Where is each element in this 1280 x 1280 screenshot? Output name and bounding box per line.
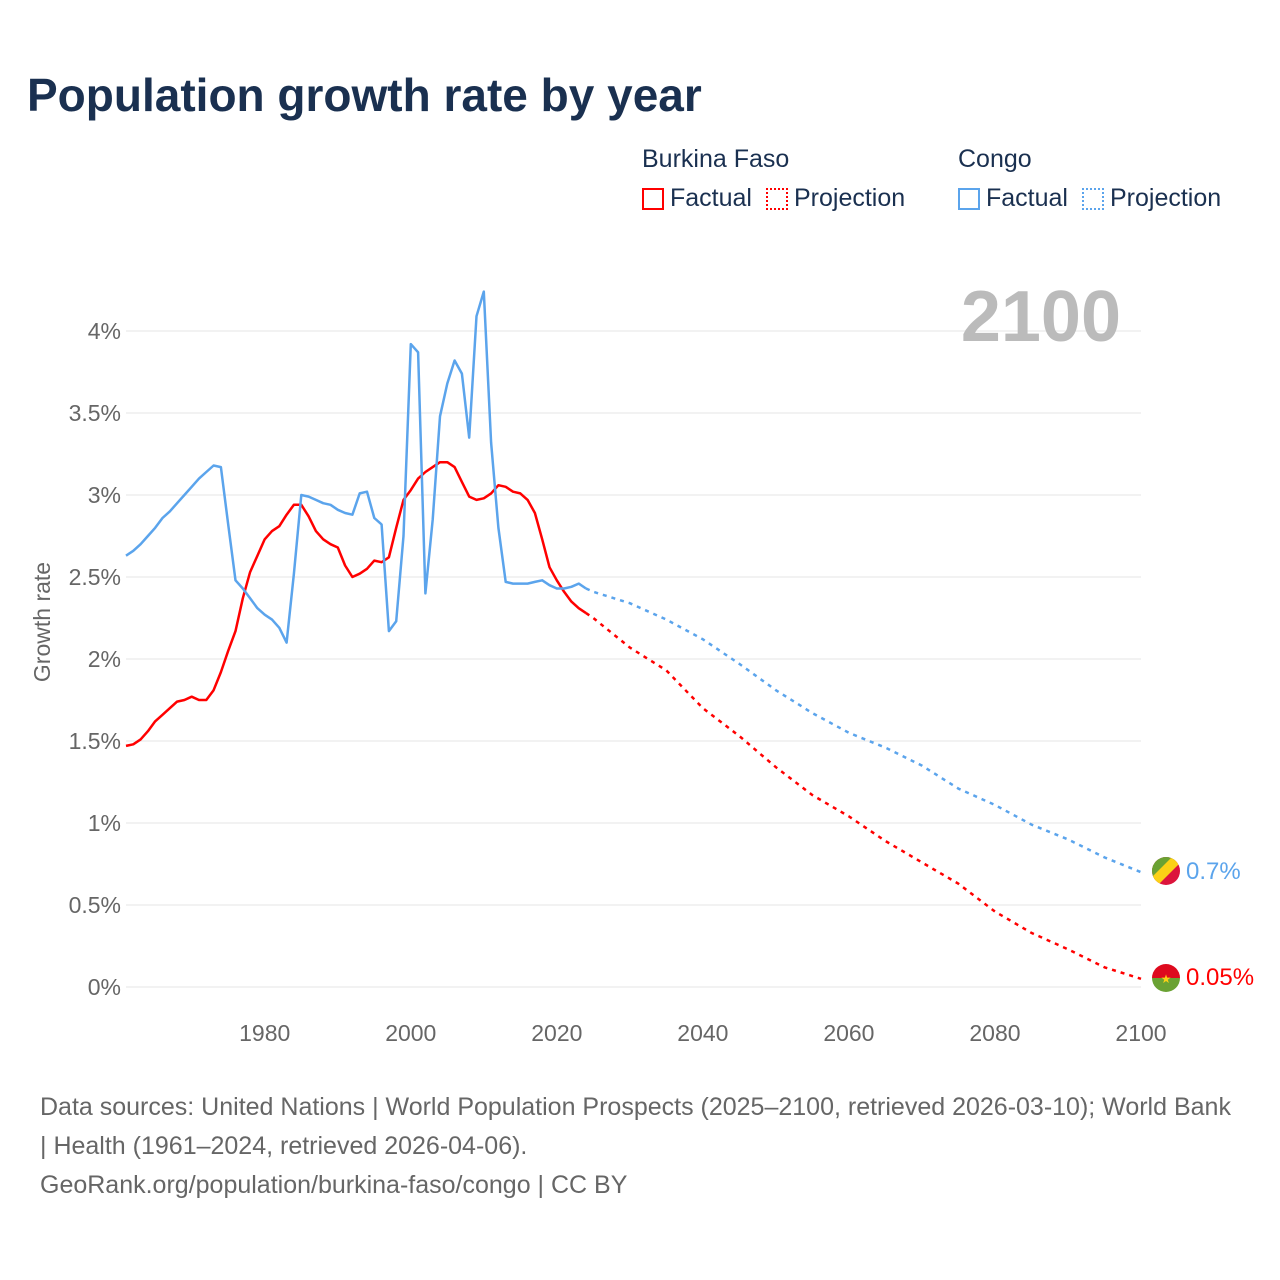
legend-congo: Congo Factual Projection [958, 145, 1221, 213]
x-tick-label: 1980 [239, 1020, 290, 1046]
y-tick-label: 4% [88, 318, 121, 344]
y-tick-label: 2.5% [69, 564, 121, 590]
legend-label: Factual [670, 184, 752, 212]
line-chart: 0% 0.5% 1% 1.5% 2% 2.5% 3% 3.5% 4% 1980 2000 2020 20… [29, 277, 1254, 1046]
x-tick-label: 2060 [823, 1020, 874, 1046]
congo-projection-line [585, 587, 1142, 874]
y-tick-label: 3.5% [69, 400, 121, 426]
congo-factual-line [125, 290, 587, 644]
burkina-faso-factual-line [125, 460, 587, 748]
chart-title: Population growth rate by year [27, 69, 702, 121]
y-tick-label: 1% [88, 810, 121, 836]
y-tick-label: 2% [88, 646, 121, 672]
dotted-swatch-icon [765, 187, 788, 210]
congo-end-label: 0.7% [1186, 858, 1241, 885]
y-tick-label: 0.5% [69, 892, 121, 918]
legend-label: Projection [793, 184, 906, 212]
legend-group-name: Congo [958, 145, 1032, 173]
legend-burkina-faso: Burkina Faso Factual Projection [642, 145, 905, 213]
x-tick-label: 2100 [1115, 1020, 1166, 1046]
legend-item-factual[interactable]: Factual [958, 184, 1068, 213]
y-tick-label: 0% [88, 974, 121, 1000]
congo-flag-icon [1152, 857, 1180, 885]
burkina-faso-end-label: 0.05% [1186, 964, 1254, 991]
solid-swatch-icon [642, 187, 664, 210]
burkina-faso-flag-icon: ★ [1152, 964, 1180, 992]
legend-label: Projection [1109, 184, 1222, 212]
svg-text:★: ★ [1161, 972, 1172, 986]
solid-swatch-icon [958, 187, 980, 210]
y-tick-label: 1.5% [69, 728, 121, 754]
y-axis-label: Growth rate [29, 562, 55, 682]
legend-item-projection[interactable]: Projection [765, 184, 906, 213]
x-tick-label: 2000 [385, 1020, 436, 1046]
attribution-link[interactable]: GeoRank.org/population/burkina-faso/cong… [40, 1171, 628, 1199]
legend-item-projection[interactable]: Projection [1081, 184, 1222, 213]
x-tick-label: 2020 [531, 1020, 582, 1046]
footer: Data sources: United Nations | World Pop… [40, 1088, 1240, 1205]
legend-group-name: Burkina Faso [642, 145, 790, 173]
burkina-faso-projection-line [585, 612, 1142, 980]
data-sources: Data sources: United Nations | World Pop… [40, 1093, 1231, 1160]
x-tick-label: 2080 [969, 1020, 1020, 1046]
legend-item-factual[interactable]: Factual [642, 184, 752, 213]
dotted-swatch-icon [1081, 187, 1104, 210]
x-tick-label: 2040 [677, 1020, 728, 1046]
year-label: 2100 [961, 277, 1121, 357]
legend-label: Factual [986, 184, 1068, 212]
y-tick-label: 3% [88, 482, 121, 508]
